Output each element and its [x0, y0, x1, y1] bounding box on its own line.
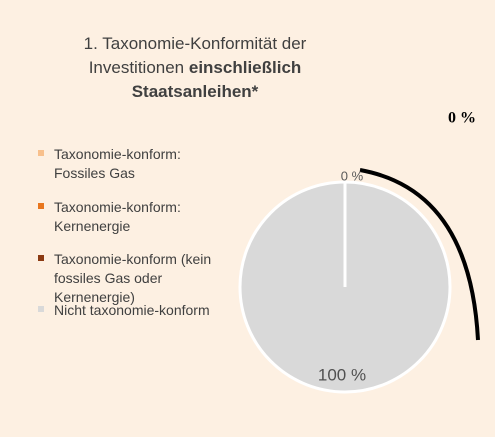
data-label: 100 % [318, 365, 366, 384]
legend-label: Nicht taxonomie-konform [54, 302, 210, 318]
legend-label: Taxonomie-konform: Fossiles Gas [54, 146, 181, 181]
chart-title: 1. Taxonomie-Konformität der Investition… [62, 32, 328, 104]
annotation-arc [359, 168, 480, 341]
data-label: 0 % [341, 168, 364, 183]
legend-label: Taxonomie-konform: Kernenergie [54, 199, 181, 234]
legend-entry: Taxonomie-konform (kein fossiles Gas ode… [38, 250, 234, 307]
legend-label: Taxonomie-konform (kein fossiles Gas ode… [54, 251, 212, 305]
legend-swatch [38, 255, 44, 261]
legend-swatch [38, 203, 44, 209]
legend-entry: Taxonomie-konform: Fossiles Gas [38, 145, 234, 183]
annotation: 0 % [448, 110, 476, 127]
legend-entry: Nicht taxonomie-konform [38, 301, 234, 320]
title-text: 1. Taxonomie-Konformität der Investition… [83, 34, 307, 77]
legend-swatch [38, 150, 44, 156]
title-bold: einschließlich Staatsanleihen* [131, 58, 302, 101]
legend-swatch [38, 306, 44, 312]
legend-entry: Taxonomie-konform: Kernenergie [38, 198, 234, 236]
